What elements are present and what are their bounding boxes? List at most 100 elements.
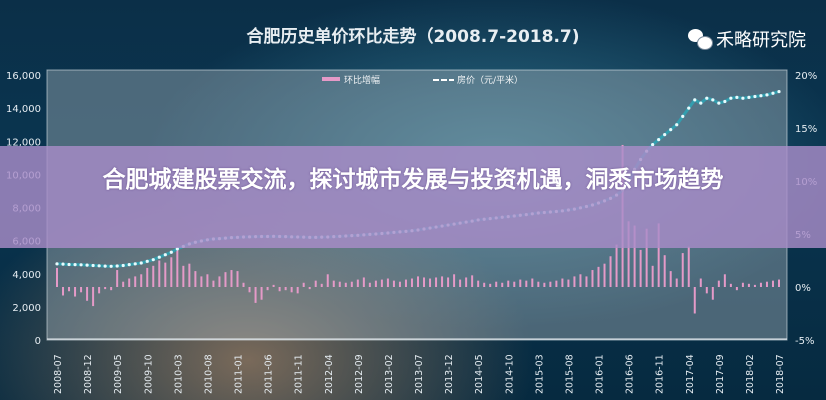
price-point <box>657 137 661 142</box>
bar <box>681 253 684 287</box>
bar <box>729 283 732 287</box>
price-point <box>651 142 655 147</box>
y-left-tick-label: 12,000 <box>6 137 41 148</box>
price-point <box>115 264 119 268</box>
price-point <box>79 263 83 267</box>
bar <box>134 276 137 287</box>
bar <box>741 282 744 287</box>
legend-label-line: 房价（元/平米） <box>457 74 523 86</box>
price-point <box>741 96 745 100</box>
bar <box>567 279 570 287</box>
price-point <box>747 95 751 99</box>
bar <box>669 271 672 287</box>
price-point <box>735 95 739 99</box>
bar <box>170 257 173 287</box>
bar <box>242 282 245 287</box>
bar <box>747 283 750 287</box>
price-point <box>103 264 107 268</box>
bar <box>423 277 426 287</box>
bar <box>561 278 564 287</box>
wechat-icon <box>688 29 713 50</box>
bar <box>194 271 197 287</box>
bar <box>344 282 347 287</box>
x-tick-label: 2013-02 <box>384 354 395 394</box>
bar <box>555 280 558 287</box>
bar <box>687 246 690 287</box>
x-tick-label: 2016-06 <box>625 354 636 394</box>
bar <box>417 276 419 287</box>
y-right-tick-label: -5% <box>795 336 814 347</box>
bar <box>206 274 209 287</box>
price-point <box>91 263 95 268</box>
bar <box>465 277 468 287</box>
bar <box>188 263 191 287</box>
bar <box>260 287 263 300</box>
price-point <box>681 114 685 119</box>
bar <box>717 280 720 287</box>
x-tick-label: 2013-12 <box>444 354 455 394</box>
price-point <box>97 264 101 268</box>
bar <box>609 256 612 287</box>
bar <box>362 277 365 287</box>
bar <box>537 281 540 287</box>
bar <box>615 244 618 287</box>
bar <box>410 278 413 287</box>
bar <box>525 280 528 287</box>
bar <box>266 287 269 291</box>
bar <box>778 279 780 287</box>
x-tick-label: 2011-01 <box>234 354 245 394</box>
price-point <box>151 258 155 262</box>
x-tick-label: 2017-09 <box>715 354 726 394</box>
bar <box>278 287 281 292</box>
bar <box>549 281 552 287</box>
price-point <box>139 261 143 265</box>
price-point <box>669 128 673 132</box>
bar <box>585 276 588 287</box>
bar <box>483 282 486 287</box>
bar <box>441 276 444 287</box>
bar <box>356 279 359 287</box>
bar <box>501 282 504 287</box>
bar <box>447 277 450 287</box>
bar <box>633 225 636 287</box>
bar <box>230 270 233 287</box>
price-point <box>55 262 59 266</box>
price-point <box>711 98 715 102</box>
price-point <box>157 255 161 259</box>
x-tick-label: 2014-10 <box>504 354 515 394</box>
bar <box>597 266 600 287</box>
bar <box>296 287 299 294</box>
bar <box>128 278 131 287</box>
legend-label-bar: 环比增幅 <box>344 74 380 86</box>
y-right-tick-label: 20% <box>795 71 817 82</box>
headline-banner: 合肥城建股票交流，探讨城市发展与投资机遇，洞悉市场趋势 <box>0 146 826 248</box>
x-tick-label: 2011-06 <box>264 354 275 394</box>
bar <box>765 281 768 287</box>
price-point <box>699 101 703 105</box>
bar <box>591 270 594 287</box>
x-tick-label: 2018-07 <box>775 354 786 394</box>
bar <box>350 281 353 287</box>
bar <box>200 276 203 287</box>
price-point <box>67 262 71 267</box>
bar <box>116 270 119 287</box>
bar <box>110 287 113 291</box>
bar <box>176 249 179 287</box>
price-point <box>109 264 113 268</box>
price-point <box>73 263 77 267</box>
bar <box>248 287 251 293</box>
bar <box>531 278 534 287</box>
bar <box>513 281 516 287</box>
bar <box>495 281 498 287</box>
price-point <box>85 263 89 267</box>
bar <box>56 267 58 287</box>
bar <box>146 267 149 287</box>
bar <box>182 265 185 287</box>
bar <box>507 280 510 287</box>
bar <box>140 274 143 287</box>
bar <box>639 249 642 287</box>
bar <box>471 275 474 287</box>
bar <box>86 287 89 301</box>
price-point <box>121 263 125 268</box>
bar <box>573 276 576 287</box>
